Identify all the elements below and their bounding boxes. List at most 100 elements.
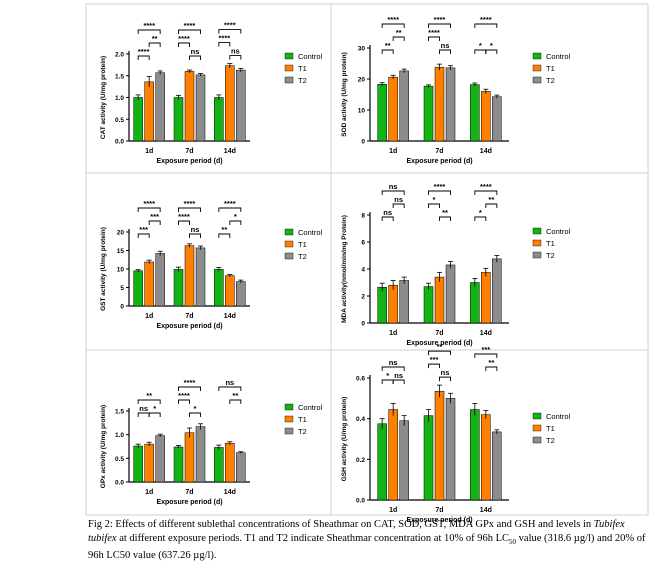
significance-label: **** — [224, 21, 236, 30]
x-tick-label: 7d — [185, 148, 193, 155]
significance-bracket — [218, 207, 242, 212]
bar-control-7d — [173, 97, 184, 142]
significance-bracket — [474, 190, 498, 195]
significance-bracket — [381, 366, 405, 371]
significance-bracket — [137, 55, 150, 60]
significance-bracket — [178, 207, 201, 212]
y-tick-label: 2 — [361, 294, 365, 301]
significance-label: * — [433, 195, 436, 204]
significance-bracket — [485, 366, 498, 371]
y-tick-label: 0.0 — [115, 480, 124, 487]
y-tick-label: 15 — [117, 248, 125, 255]
legend-swatch-t1 — [532, 64, 542, 72]
bar-control-1d — [133, 445, 143, 483]
significance-bracket — [381, 190, 405, 195]
significance-bracket — [178, 42, 190, 47]
y-axis-title: MDA activity(nmol/min/mg Protein) — [341, 215, 348, 323]
significance-bracket — [178, 386, 201, 391]
y-axis-title: GSH activity (U/mg protein) — [341, 397, 348, 482]
x-tick-label: 1d — [389, 148, 397, 155]
bar-t2-14d — [236, 452, 246, 483]
x-tick-label: 7d — [435, 330, 443, 337]
legend-swatch-t1 — [532, 424, 542, 432]
legend-label-t2: T2 — [546, 251, 555, 260]
legend-label-t2: T2 — [298, 252, 307, 261]
significance-label: **** — [178, 34, 190, 43]
bar-control-7d — [423, 85, 434, 142]
significance-bracket — [381, 379, 394, 384]
x-axis-title: Exposure period (d) — [406, 517, 472, 524]
significance-bracket — [178, 399, 190, 404]
bar-control-7d — [423, 415, 434, 501]
significance-bracket — [229, 220, 242, 225]
significance-bracket — [218, 42, 231, 47]
significance-label: **** — [434, 182, 446, 191]
significance-label: **** — [428, 28, 440, 37]
x-axis-title: Exposure period (d) — [406, 158, 472, 165]
bar-t2-7d — [445, 264, 456, 324]
y-axis-title: GPx activity (U/mg protein) — [100, 405, 107, 488]
legend-label-t2: T2 — [298, 427, 307, 436]
significance-bracket — [381, 216, 394, 221]
bar-t1-1d — [144, 443, 154, 483]
legend-label-control: Control — [298, 403, 323, 412]
chart-panel-2: 0 10 20 30 1d 7d 14d Exposure period (d) SOD act… — [341, 15, 571, 165]
legend-label-control: Control — [298, 52, 323, 61]
bar-t1-14d — [225, 65, 235, 142]
significance-label: **** — [218, 34, 230, 43]
legend-swatch-control — [284, 403, 294, 411]
caption-species: Tubifex tubifex — [88, 519, 625, 544]
significance-label: ** — [152, 34, 158, 43]
significance-label: * — [234, 212, 237, 221]
x-tick-label: 7d — [435, 148, 443, 155]
legend-swatch-t1 — [532, 239, 542, 247]
bar-t2-7d — [195, 426, 206, 483]
bar-control-14d — [470, 409, 480, 501]
y-tick-label: 5 — [120, 285, 124, 292]
y-tick-label: 1.5 — [115, 409, 124, 416]
y-tick-label: 30 — [358, 46, 366, 53]
x-tick-label: 1d — [389, 330, 397, 337]
bar-t1-1d — [388, 409, 398, 501]
y-tick-label: 0 — [120, 304, 124, 311]
x-tick-label: 14d — [224, 313, 236, 320]
significance-bracket — [474, 353, 498, 358]
bar-t1-14d — [481, 414, 491, 501]
significance-label: * — [479, 208, 482, 217]
significance-label: **** — [138, 47, 150, 56]
bar-t2-14d — [492, 431, 502, 501]
significance-bracket — [229, 399, 242, 404]
legend-label-t2: T2 — [546, 76, 555, 85]
significance-label: ns — [231, 47, 240, 56]
significance-label: *** — [481, 345, 490, 354]
significance-bracket — [392, 379, 405, 384]
significance-label: *** — [150, 212, 159, 221]
significance-bracket — [148, 42, 161, 47]
significance-label: **** — [387, 15, 399, 24]
x-tick-label: 1d — [145, 148, 153, 155]
x-tick-label: 1d — [145, 313, 153, 320]
x-axis-title: Exposure period (d) — [156, 499, 222, 506]
significance-label: ** — [396, 28, 402, 37]
legend-swatch-t2 — [532, 436, 542, 444]
caption-lead: Fig 2: Effects of different sublethal co… — [88, 519, 594, 530]
significance-label: ns — [441, 41, 450, 50]
significance-bracket — [474, 23, 498, 28]
bar-control-7d — [423, 286, 434, 324]
legend-swatch-t2 — [284, 252, 294, 260]
significance-bracket — [189, 55, 201, 60]
x-tick-label: 14d — [224, 148, 236, 155]
bar-control-1d — [133, 97, 143, 142]
y-tick-label: 0.2 — [356, 457, 365, 464]
y-tick-label: 0.4 — [356, 416, 365, 423]
y-tick-label: 0 — [361, 139, 365, 146]
bar-t1-1d — [144, 261, 154, 307]
significance-bracket — [137, 29, 161, 34]
significance-label: * — [153, 404, 156, 413]
significance-bracket — [137, 233, 150, 238]
significance-label: **** — [480, 15, 492, 24]
significance-label: *** — [430, 355, 439, 364]
